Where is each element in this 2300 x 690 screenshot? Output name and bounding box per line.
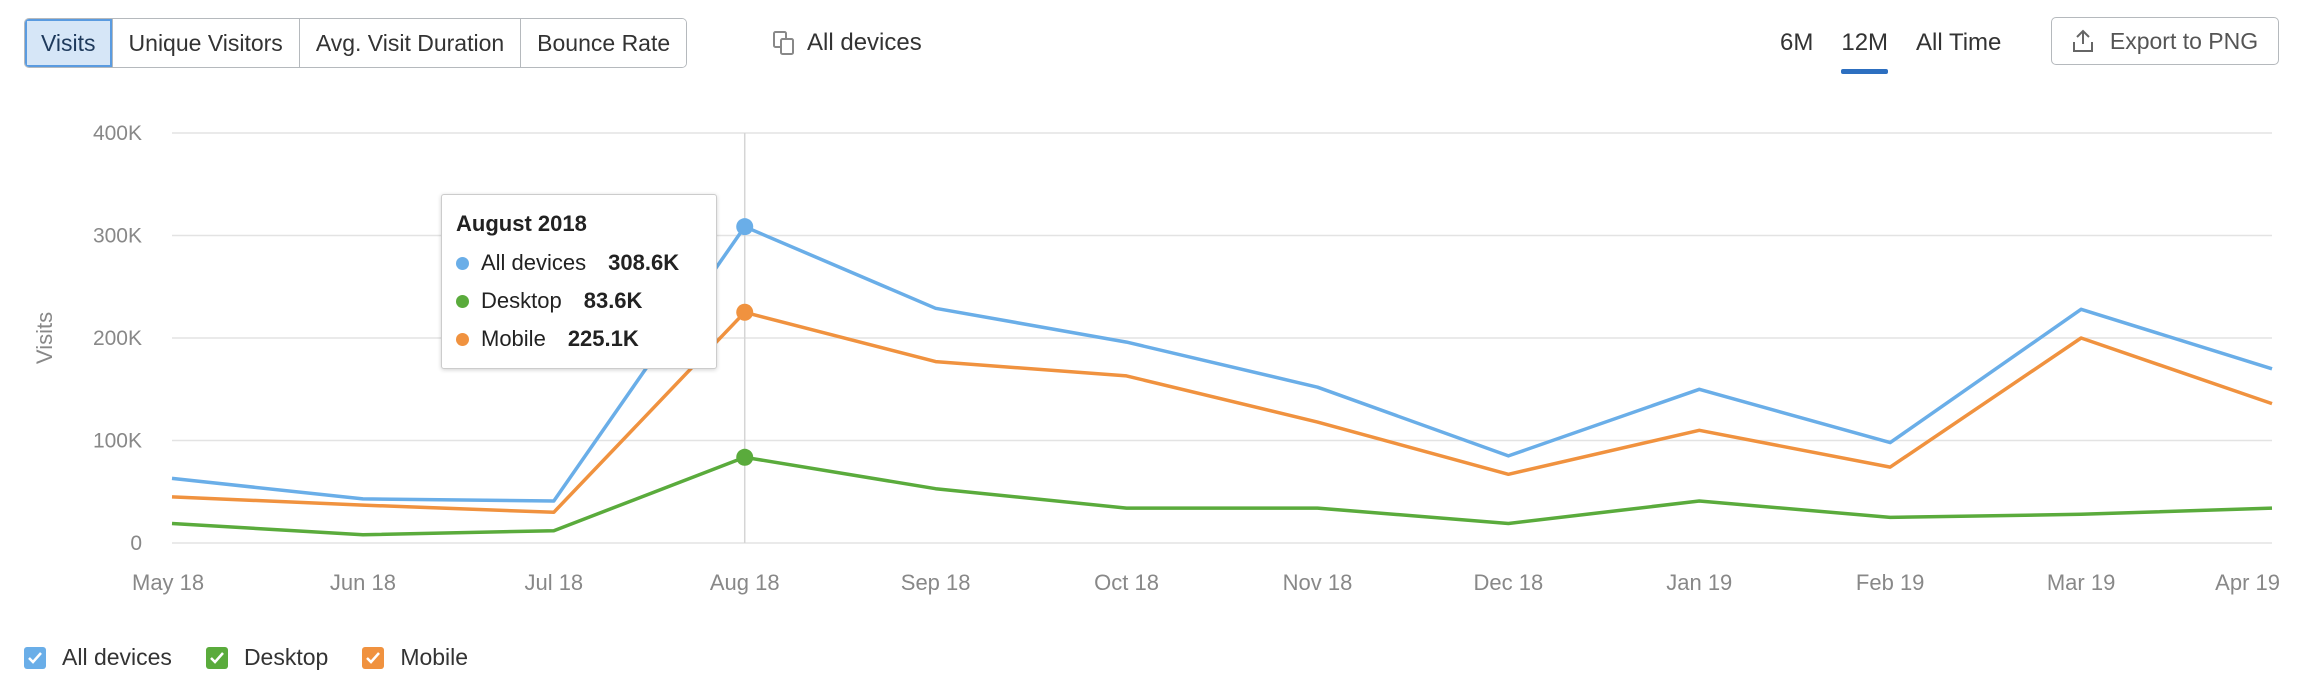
- x-tick-label: Nov 18: [1283, 570, 1353, 595]
- x-tick-label: Sep 18: [901, 570, 971, 595]
- tooltip-series-value: 83.6K: [583, 288, 643, 313]
- x-tick-label: Jun 18: [330, 570, 396, 595]
- checkbox-checked-icon[interactable]: [362, 646, 385, 669]
- legend-label: All devices: [62, 644, 172, 670]
- metric-toolbar: Visits Unique Visitors Avg. Visit Durati…: [24, 18, 688, 68]
- x-tick-label: Jul 18: [524, 570, 583, 595]
- y-tick-label: 100K: [93, 430, 142, 453]
- chart-tooltip: August 2018 All devices 308.6K Desktop 8…: [441, 194, 717, 369]
- range-6m[interactable]: 6M: [1780, 29, 1814, 56]
- export-label: Export to PNG: [2109, 27, 2259, 54]
- y-tick-label: 300K: [93, 225, 142, 248]
- devices-icon: [773, 31, 794, 55]
- range-12m[interactable]: 12M: [1841, 18, 1888, 74]
- legend-label: Mobile: [400, 644, 469, 670]
- tooltip-series-name: All devices: [481, 250, 587, 275]
- x-tick-label: Oct 18: [1094, 570, 1159, 595]
- mobile-dot-icon: [456, 332, 469, 346]
- data-point-marker: [736, 218, 754, 236]
- device-filter-label: All devices: [807, 29, 922, 56]
- x-tick-label: Feb 19: [1856, 570, 1925, 595]
- tooltip-series-value: 225.1K: [567, 326, 639, 351]
- tab-bounce-rate[interactable]: Bounce Rate: [521, 19, 687, 67]
- tooltip-series-name: Mobile: [481, 326, 546, 351]
- tooltip-row-all-devices: All devices 308.6K: [456, 250, 679, 276]
- x-tick-label: Apr 19: [2215, 570, 2280, 595]
- upload-icon: [2072, 29, 2093, 52]
- y-axis-label: Visits: [32, 312, 57, 364]
- series-line-all-devices: [171, 224, 2273, 503]
- checkbox-checked-icon[interactable]: [205, 646, 228, 669]
- tooltip-series-value: 308.6K: [608, 250, 680, 275]
- highlight-markers: [736, 218, 754, 466]
- tab-visits[interactable]: Visits: [25, 19, 113, 67]
- x-axis-ticks: May 18 Jun 18 Jul 18 Aug 18 Sep 18 Oct 18 Nov …: [132, 570, 2280, 595]
- checkbox-checked-icon[interactable]: [24, 646, 46, 669]
- x-tick-label: Mar 19: [2047, 570, 2115, 595]
- x-tick-label: Aug 18: [710, 570, 780, 595]
- export-to-png-button[interactable]: Export to PNG: [2051, 17, 2279, 65]
- legend-item-mobile[interactable]: Mobile: [362, 644, 468, 671]
- all-devices-dot-icon: [456, 256, 469, 270]
- range-all-time[interactable]: All Time: [1916, 29, 2002, 56]
- data-point-marker: [736, 448, 754, 466]
- chart-legend: All devices Desktop Mobile: [24, 644, 502, 671]
- series-line-mobile: [171, 310, 2273, 515]
- x-tick-label: Jan 19: [1666, 570, 1732, 595]
- data-point-marker: [736, 303, 754, 321]
- legend-item-desktop[interactable]: Desktop: [205, 644, 329, 671]
- series-lines: [171, 224, 2273, 537]
- y-tick-label: 0: [130, 532, 142, 555]
- series-line-desktop: [171, 455, 2273, 537]
- time-range-selector: 6M 12M All Time: [1780, 18, 2029, 74]
- x-tick-label: May 18: [132, 570, 204, 595]
- tooltip-title: August 2018: [456, 211, 587, 236]
- y-axis-ticks: 0 100K 200K 300K 400K: [93, 122, 142, 555]
- desktop-dot-icon: [456, 294, 469, 308]
- legend-label: Desktop: [243, 644, 329, 670]
- tooltip-row-desktop: Desktop 83.6K: [456, 288, 642, 314]
- metric-segmented-control: Visits Unique Visitors Avg. Visit Durati…: [24, 18, 688, 68]
- tooltip-row-mobile: Mobile 225.1K: [456, 326, 639, 352]
- x-tick-label: Dec 18: [1474, 570, 1544, 595]
- y-tick-label: 200K: [93, 327, 142, 350]
- legend-item-all-devices[interactable]: All devices: [24, 644, 172, 671]
- tab-unique-visitors[interactable]: Unique Visitors: [112, 19, 300, 67]
- tab-avg-visit-duration[interactable]: Avg. Visit Duration: [299, 19, 522, 67]
- tooltip-series-name: Desktop: [481, 288, 562, 313]
- y-tick-label: 400K: [93, 122, 142, 145]
- device-filter[interactable]: All devices: [773, 18, 922, 68]
